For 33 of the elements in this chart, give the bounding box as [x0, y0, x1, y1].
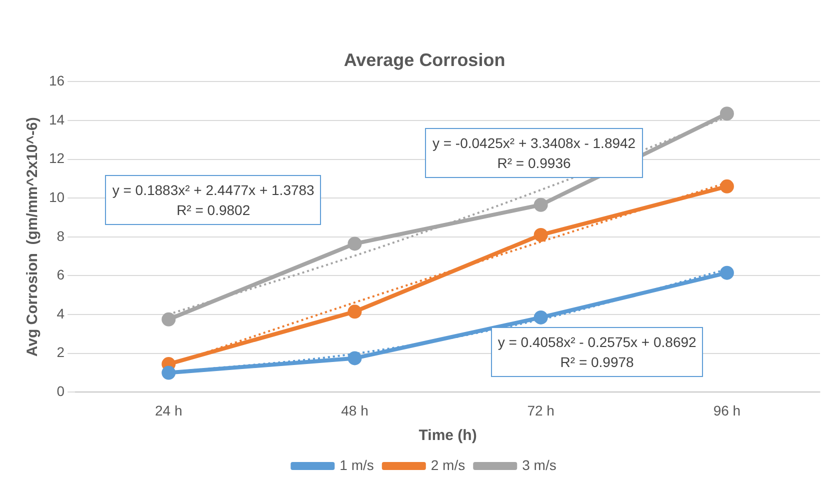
point [348, 304, 362, 319]
legend-label: 2 m/s [430, 456, 466, 473]
y-axis-title: Avg Corrosion (gm/mm^2x10^-6) [24, 117, 42, 357]
x-axis-title: Time (h) [418, 427, 477, 444]
y-tick-label: 2 [56, 344, 65, 360]
y-tick-label: 4 [56, 305, 65, 322]
y-tick-label: 14 [48, 111, 65, 128]
chart-title: Average Corrosion [344, 50, 506, 70]
point [348, 236, 362, 251]
annotation: y = 0.1883x² + 2.4477x + 1.3783 R² = 0.9802 [105, 174, 322, 225]
y-tick-label: 12 [48, 150, 65, 166]
point [162, 312, 176, 326]
y-tick-label: 0 [56, 383, 65, 400]
annotation: y = -0.0425x² + 3.3408x - 1.8942 R² = 0.9936 [425, 128, 643, 178]
point [720, 106, 734, 121]
y-tick-label: 16 [48, 72, 65, 88]
annotation: y = 0.4058x² - 0.2575x + 0.8692 R² = 0.9978 [490, 327, 704, 378]
legend-label: 1 m/s [340, 456, 374, 473]
y-tick-label: 10 [48, 188, 65, 205]
y-tick-label: 8 [56, 228, 65, 244]
x-tick-label: 72 h [527, 402, 554, 418]
legend-label: 3 m/s [522, 456, 556, 473]
y-tick-label: 6 [56, 266, 65, 283]
point [720, 179, 734, 194]
x-tick-label: 24 h [155, 402, 182, 418]
point [534, 198, 548, 212]
point [348, 351, 362, 366]
point [534, 310, 548, 324]
x-tick-label: 48 h [341, 402, 368, 418]
point [162, 366, 176, 380]
point [534, 228, 548, 242]
x-tick-label: 96 h [713, 402, 741, 418]
point [720, 266, 734, 280]
